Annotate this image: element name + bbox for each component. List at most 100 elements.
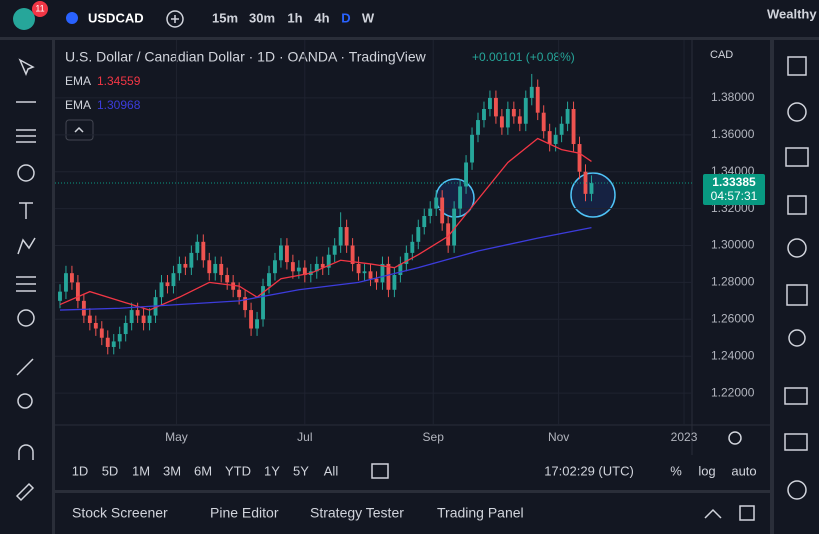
text-icon[interactable] <box>19 202 33 219</box>
panel-tab[interactable]: Trading Panel <box>437 505 524 521</box>
panel-tab[interactable]: Strategy Tester <box>310 505 404 521</box>
chat-icon[interactable] <box>784 387 808 405</box>
hotlist-icon[interactable] <box>787 238 807 258</box>
streams-icon[interactable] <box>787 480 807 500</box>
settings-icon[interactable] <box>728 431 742 445</box>
watchlist-icon[interactable] <box>787 56 807 76</box>
range-button[interactable]: 1M <box>132 463 150 478</box>
symbol[interactable]: USDCAD <box>88 10 144 25</box>
range-button[interactable]: 1Y <box>264 463 280 478</box>
lock-drawing-icon[interactable] <box>15 482 35 502</box>
alert-icon[interactable] <box>787 102 807 122</box>
clock: 17:02:29 (UTC) <box>544 463 634 478</box>
ideas-icon[interactable] <box>788 329 806 347</box>
candle-body <box>356 263 361 274</box>
legend-name: EMA <box>65 98 91 112</box>
interval-button[interactable]: 15m <box>212 10 238 25</box>
candle-body <box>267 273 271 287</box>
candle-body <box>105 337 110 347</box>
candle-body <box>58 291 62 301</box>
maximize-icon[interactable] <box>739 505 755 521</box>
range-button[interactable]: 6M <box>194 463 212 478</box>
candle-body <box>535 86 540 113</box>
legend-value: 1.30968 <box>97 98 141 112</box>
range-button[interactable]: 3M <box>163 463 181 478</box>
candle-body <box>476 120 480 135</box>
account[interactable]: Wealthy <box>767 6 817 21</box>
candle-body <box>499 116 504 128</box>
fib-icon[interactable] <box>16 129 36 143</box>
candle-body <box>344 227 349 246</box>
y-tick-label: 1.30000 <box>711 238 755 252</box>
candle-body <box>398 263 403 276</box>
candle-body <box>183 263 188 268</box>
range-button[interactable]: 1D <box>72 463 89 478</box>
add-symbol[interactable] <box>166 10 184 28</box>
range-button[interactable]: All <box>324 463 339 478</box>
x-tick-label: Jul <box>297 430 312 444</box>
candle-body <box>482 108 486 121</box>
candle-body <box>219 263 224 276</box>
collapse-icon[interactable] <box>704 508 722 519</box>
candle-body <box>452 208 457 246</box>
add-text-icon[interactable] <box>787 195 807 215</box>
candle-body <box>213 263 218 274</box>
candle-body <box>523 97 528 124</box>
candle-body <box>547 131 552 145</box>
candle-body <box>571 108 576 145</box>
chart-title: U.S. Dollar / Canadian Dollar · 1D · OAN… <box>65 49 427 65</box>
last-price-tag <box>703 174 765 206</box>
candle-body <box>517 116 522 124</box>
interval-button[interactable]: 1h <box>287 10 302 25</box>
messages-icon[interactable] <box>784 433 808 451</box>
candle-body <box>392 275 397 290</box>
candle-body <box>302 267 307 276</box>
ruler-icon[interactable] <box>16 358 34 376</box>
x-tick-label: 2023 <box>671 430 698 444</box>
collapse-legend[interactable] <box>65 119 94 141</box>
scale-option[interactable]: log <box>698 463 715 478</box>
date-range-icon[interactable] <box>371 463 389 479</box>
candle-body <box>201 241 206 261</box>
range-button[interactable]: 5D <box>102 463 119 478</box>
candle-body <box>553 134 558 145</box>
interval-button[interactable]: W <box>362 10 375 25</box>
news-icon[interactable] <box>785 147 809 167</box>
interval-button[interactable]: 30m <box>249 10 275 25</box>
range-button[interactable]: 5Y <box>293 463 309 478</box>
candle-body <box>565 108 570 124</box>
candle-body <box>165 282 170 287</box>
highlight-circle <box>570 172 616 218</box>
pattern-icon[interactable] <box>17 237 36 255</box>
candle-body <box>589 183 594 194</box>
forecast-icon[interactable] <box>16 276 36 292</box>
scale-option[interactable]: % <box>670 463 682 478</box>
emoji-icon[interactable] <box>17 309 35 327</box>
top-bar <box>0 0 819 37</box>
interval-button[interactable]: D <box>341 10 350 25</box>
range-button[interactable]: YTD <box>225 463 251 478</box>
left-toolbar <box>0 40 52 534</box>
scale-option[interactable]: auto <box>731 463 756 478</box>
magnet-icon[interactable] <box>18 444 34 460</box>
candle-body <box>64 273 68 292</box>
cursor-icon[interactable] <box>18 58 35 76</box>
candle-body <box>320 263 325 268</box>
interval-button[interactable]: 4h <box>314 10 329 25</box>
panel-tab[interactable]: Pine Editor <box>210 505 279 521</box>
logo[interactable] <box>13 8 35 30</box>
zoom-icon[interactable] <box>17 393 33 409</box>
candle-body <box>99 328 104 338</box>
y-tick-label: 1.38000 <box>711 90 755 104</box>
calendar-icon[interactable] <box>786 284 808 306</box>
candle-body <box>458 186 463 209</box>
panel-tab[interactable]: Stock Screener <box>72 505 168 521</box>
candle-body <box>314 263 319 272</box>
candle-body <box>464 162 469 187</box>
candle-body <box>207 260 212 274</box>
candle-body <box>278 245 283 261</box>
candle-body <box>422 215 427 228</box>
currency[interactable]: CAD <box>710 49 733 61</box>
shape-icon[interactable] <box>17 164 35 182</box>
candle-body <box>386 263 391 290</box>
